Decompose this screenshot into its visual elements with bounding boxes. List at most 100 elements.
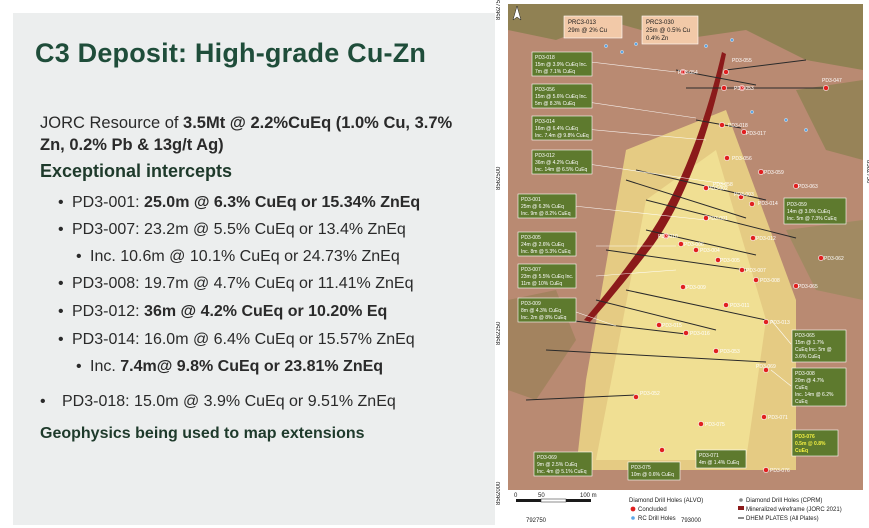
svg-text:0.5m @ 0.8%: 0.5m @ 0.8% xyxy=(795,441,826,447)
svg-text:PD3-065: PD3-065 xyxy=(795,333,815,339)
svg-text:CuEq Inc. 5m @: CuEq Inc. 5m @ xyxy=(795,347,832,353)
callout-pd3-007: PD3-007 23m @ 5.5% CuEq Inc. 11m @ 10% C… xyxy=(517,263,577,289)
svg-text:20m @ 4.7%: 20m @ 4.7% xyxy=(795,378,825,384)
callout-pd3-071: PD3-071 4m @ 1.4% CuEq xyxy=(695,449,747,469)
callout-pd3-076: PD3-076 0.5m @ 0.8% CuEq xyxy=(791,429,839,457)
hole-label: PD3-053 xyxy=(734,86,754,92)
scale-bar: 0 50 100 m xyxy=(514,493,597,503)
legend-plates: DHEM PLATES (All Plates) xyxy=(746,516,819,522)
leader-lines xyxy=(573,59,792,387)
hole-label: PD3-076 xyxy=(770,468,790,474)
hole-label: PD3-015 xyxy=(662,323,682,329)
intercept-item: • PD3-012: 36m @ 4.2% CuEq or 10.20% Eq xyxy=(58,303,388,320)
hole-label: PD3-003 xyxy=(734,192,754,198)
cprm-swatch-icon xyxy=(739,498,743,502)
intercept-hole: PD3-008: xyxy=(72,275,145,292)
drill-hole-map: PD3-054 PD3-055 PD3-053 PD3-047 PD3-018 … xyxy=(496,0,869,528)
svg-text:PD3-069: PD3-069 xyxy=(537,455,557,461)
callout-pd3-008: PD3-008 20m @ 4.7% CuEq Inc. 14m @ 6.2% … xyxy=(791,367,847,407)
intercept-hole: PD3-018: xyxy=(62,393,135,410)
svg-text:PD3-071: PD3-071 xyxy=(699,453,719,459)
hole-label: PD3-005 xyxy=(720,258,740,264)
svg-text:PD3-001: PD3-001 xyxy=(521,197,541,203)
svg-text:3.6% CuEq: 3.6% CuEq xyxy=(795,354,821,360)
svg-text:25m @ 0.5% Cu: 25m @ 0.5% Cu xyxy=(646,28,690,34)
hole-label: PD3-010 xyxy=(658,234,678,240)
svg-text:PD3-014: PD3-014 xyxy=(535,119,555,125)
hole-label: PD3-006 xyxy=(684,242,704,248)
hole-label: PD3-054 xyxy=(678,70,698,76)
svg-text:PD3-005: PD3-005 xyxy=(521,235,541,241)
hole-label: PD3-012 xyxy=(756,236,776,242)
svg-text:15m @ 3.9% CuEq Inc.: 15m @ 3.9% CuEq Inc. xyxy=(535,62,587,68)
callout-pd3-056: PD3-056 15m @ 5.6% CuEq Inc. 5m @ 8.3% C… xyxy=(531,83,593,109)
hole-label: PD3-053 xyxy=(720,349,740,355)
hole-label: PD3-075 xyxy=(705,422,725,428)
callout-pd3-069: PD3-069 9m @ 2.5% CuEq Inc. 4m @ 5.1% Cu… xyxy=(533,451,593,477)
intercept-value: 10.6m @ 10.1% CuEq or 24.73% ZnEq xyxy=(120,248,400,265)
svg-text:14m @ 3.0% CuEq: 14m @ 3.0% CuEq xyxy=(787,209,830,215)
rc-holes xyxy=(604,34,808,132)
intercept-item: • PD3-001: 25.0m @ 6.3% CuEq or 15.34% Zn… xyxy=(58,194,421,211)
intercept-value: 23.2m @ 5.5% CuEq or 13.4% ZnEq xyxy=(144,221,406,238)
intercepts-heading: Exceptional intercepts xyxy=(40,161,233,181)
svg-text:Inc. 5m @ 7.3% CuEq: Inc. 5m @ 7.3% CuEq xyxy=(787,216,837,222)
slide-title: C3 Deposit: High-grade Cu-Zn xyxy=(35,38,427,68)
legend-title: Diamond Drill Holes (ALVO) xyxy=(629,498,703,504)
intercept-value: 19.7m @ 4.7% CuEq or 11.41% ZnEq xyxy=(144,275,414,292)
svg-text:0.4% Zn: 0.4% Zn xyxy=(646,36,668,42)
legend-wireframe: Mineralized wireframe (JORC 2021) xyxy=(746,507,842,513)
svg-text:29m @ 2% Cu: 29m @ 2% Cu xyxy=(568,28,607,34)
drill-collars xyxy=(633,69,829,473)
intercept-value: 16.0m @ 6.4% CuEq or 15.57% ZnEq xyxy=(144,331,415,348)
intercept-item: • PD3-007: 23.2m @ 5.5% CuEq or 13.4% ZnE… xyxy=(58,221,406,238)
svg-text:Inc. 2m @ 8% CuEq: Inc. 2m @ 8% CuEq xyxy=(521,315,567,321)
intercept-hole: PD3-001: xyxy=(72,194,145,211)
svg-text:36m @ 4.2% CuEq: 36m @ 4.2% CuEq xyxy=(535,160,578,166)
callout-pd3-059: PD3-059 14m @ 3.0% CuEq Inc. 5m @ 7.3% C… xyxy=(783,197,847,225)
svg-text:8m @ 4.3% CuEq: 8m @ 4.3% CuEq xyxy=(521,308,561,314)
coord-y: 8562500 xyxy=(496,166,502,190)
intercept-item: • Inc. 7.4m@ 9.8% CuEq or 23.81% ZnEq xyxy=(76,358,384,375)
legend-rc: RC Drill Holes xyxy=(638,516,676,522)
intercept-item: • PD3-008: 19.7m @ 4.7% CuEq or 11.41% Zn… xyxy=(58,275,414,292)
svg-text:23m @ 5.5% CuEq Inc.: 23m @ 5.5% CuEq Inc. xyxy=(521,274,573,280)
svg-text:Inc. 7.4m @ 9.8% CuEq: Inc. 7.4m @ 9.8% CuEq xyxy=(535,133,589,139)
hole-labels: PD3-054 PD3-055 PD3-053 PD3-047 PD3-018 … xyxy=(640,58,844,474)
jorc-resource: JORC Resource of 3.5Mt @ 2.2%CuEq (1.0% … xyxy=(40,112,480,156)
map-legend: Diamond Drill Holes (ALVO) Concluded RC … xyxy=(626,493,866,525)
geophysics-note: Geophysics being used to map extensions xyxy=(40,425,365,442)
svg-text:Inc. 14m @ 6.5% CuEq: Inc. 14m @ 6.5% CuEq xyxy=(535,167,588,173)
legend-concluded: Concluded xyxy=(638,507,667,513)
svg-text:PRC3-030: PRC3-030 xyxy=(646,20,675,26)
mineral-zone-inner xyxy=(596,150,766,460)
svg-text:PD3-076: PD3-076 xyxy=(795,434,815,440)
svg-text:CuEq: CuEq xyxy=(795,385,808,391)
intercept-value: 15.0m @ 3.9% CuEq or 9.51% ZnEq xyxy=(134,393,396,410)
intercept-hole: PD3-012: xyxy=(72,303,145,320)
svg-text:0: 0 xyxy=(514,493,518,499)
intercept-hole: PD3-014: xyxy=(72,331,145,348)
hole-label: PD3-014 xyxy=(758,201,778,207)
hole-label: PD3-004 xyxy=(700,248,720,254)
hole-label: PD3-011 xyxy=(730,303,750,309)
hole-label: PD3-016 xyxy=(690,331,710,337)
resource-prefix: JORC Resource of xyxy=(40,114,184,132)
rc-swatch-icon xyxy=(631,516,635,520)
hole-label: PD3-071 xyxy=(768,415,788,421)
hole-label: PD3-065 xyxy=(798,284,818,290)
hole-label: PD3-058 xyxy=(713,182,733,188)
svg-text:PD3-018: PD3-018 xyxy=(535,55,555,61)
svg-text:4m @ 1.4% CuEq: 4m @ 1.4% CuEq xyxy=(699,460,739,466)
hole-label: PD3-069 xyxy=(756,364,776,370)
hole-label: PD3-008 xyxy=(760,278,780,284)
svg-text:7m @ 7.1% CuEq: 7m @ 7.1% CuEq xyxy=(535,69,575,75)
intercept-value: 25.0m @ 6.3% CuEq or 15.34% ZnEq xyxy=(144,194,421,211)
svg-text:PD3-056: PD3-056 xyxy=(535,87,555,93)
resource-value: 3.5Mt @ 2.2%CuEq (1.0% Cu, 3.7% Zn, 0.2%… xyxy=(40,114,453,154)
svg-text:Inc. 4m @ 5.1% CuEq: Inc. 4m @ 5.1% CuEq xyxy=(537,469,587,475)
vegetation-area xyxy=(786,220,863,300)
callout-pd3-018: PD3-018 15m @ 3.9% CuEq Inc. 7m @ 7.1% C… xyxy=(531,51,593,77)
hole-label: PD3-013 xyxy=(770,320,790,326)
intercept-item: • Inc. 10.6m @ 10.1% CuEq or 24.73% ZnEq xyxy=(76,248,400,265)
